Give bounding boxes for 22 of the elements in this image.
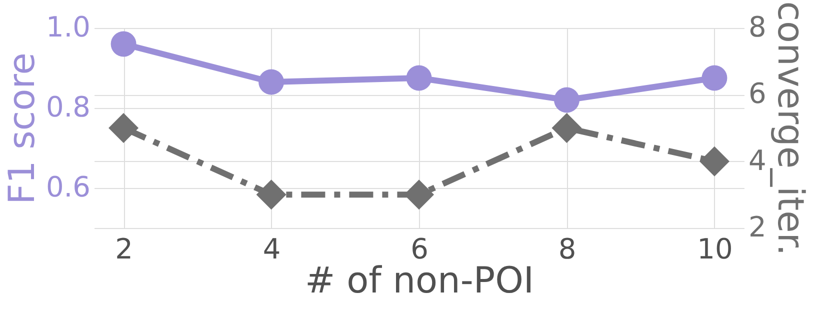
- x-tick-label: 4: [262, 232, 281, 266]
- x-tick-label: 2: [115, 232, 133, 266]
- y2-tick-label: 8: [748, 10, 766, 44]
- y-tick-label: 0.8: [46, 90, 90, 124]
- point: [702, 65, 728, 91]
- point: [110, 31, 136, 57]
- x-tick-label: 10: [697, 232, 733, 266]
- y-tick-label: 0.6: [46, 170, 90, 204]
- y-tick-label: 1.0: [46, 10, 90, 44]
- y-axis-title: F1 score: [2, 52, 43, 204]
- point: [256, 180, 286, 210]
- x-tick-label: 8: [558, 232, 576, 266]
- point: [699, 146, 730, 176]
- point: [258, 69, 284, 95]
- y2-tick-label: 4: [748, 144, 766, 177]
- point: [108, 113, 139, 143]
- point: [406, 65, 432, 91]
- y2-tick-label: 6: [748, 77, 766, 110]
- point: [552, 113, 582, 143]
- y2-axis-title: converge_iter.: [769, 1, 810, 256]
- y2-tick-label: 2: [748, 210, 766, 244]
- point: [554, 87, 580, 113]
